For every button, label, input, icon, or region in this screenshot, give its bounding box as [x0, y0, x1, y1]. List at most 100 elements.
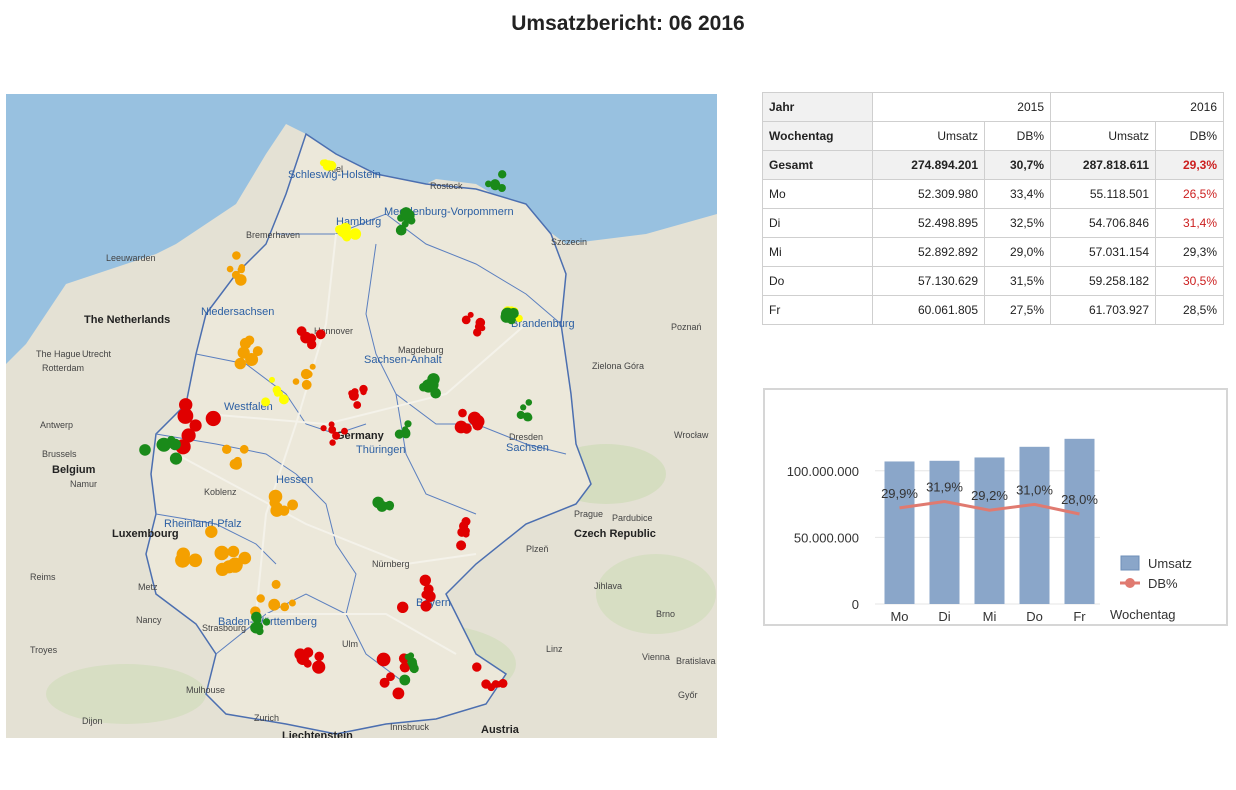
sales-dot[interactable] — [156, 438, 170, 451]
sales-dot[interactable] — [472, 662, 482, 672]
sales-dot[interactable] — [214, 545, 230, 561]
sales-dot[interactable] — [419, 574, 431, 586]
sales-dot[interactable] — [497, 184, 506, 192]
sales-dot[interactable] — [226, 265, 234, 273]
sales-dot[interactable] — [268, 598, 281, 611]
sales-dot[interactable] — [215, 562, 229, 576]
sales-dot[interactable] — [287, 499, 298, 511]
sales-dot[interactable] — [315, 329, 326, 340]
sales-dot[interactable] — [325, 160, 333, 168]
sales-dot[interactable] — [402, 426, 409, 433]
sales-dot[interactable] — [139, 444, 151, 456]
sales-dot[interactable] — [507, 315, 516, 325]
sales-dot[interactable] — [348, 390, 359, 401]
sales-dot[interactable] — [430, 387, 442, 399]
sales-dot[interactable] — [392, 687, 405, 700]
sales-dot[interactable] — [481, 679, 491, 689]
sales-dot[interactable] — [273, 389, 281, 397]
sales-dot[interactable] — [167, 435, 176, 445]
sales-dot[interactable] — [269, 376, 275, 383]
sales-dot[interactable] — [309, 363, 316, 370]
sales-dot[interactable] — [516, 410, 525, 420]
sales-dot[interactable] — [177, 408, 194, 424]
sales-dot[interactable] — [407, 652, 415, 659]
sales-dot[interactable] — [288, 599, 296, 607]
sales-dot[interactable] — [303, 370, 310, 378]
sales-dot[interactable] — [395, 224, 407, 236]
sales-dot[interactable] — [457, 527, 467, 537]
sales-dot[interactable] — [205, 410, 221, 427]
sales-dot[interactable] — [376, 500, 388, 512]
sales-dot[interactable] — [328, 426, 337, 434]
sales-dot[interactable] — [353, 401, 362, 409]
sales-dot[interactable] — [485, 180, 492, 188]
sales-dot[interactable] — [280, 602, 290, 612]
sales-dot[interactable] — [458, 408, 467, 418]
sales-dot[interactable] — [329, 439, 336, 446]
sales-dot[interactable] — [179, 398, 193, 412]
sales-dot[interactable] — [271, 579, 281, 589]
sales-dot[interactable] — [250, 621, 262, 634]
sales-dot[interactable] — [239, 337, 252, 350]
sales-dot[interactable] — [188, 553, 203, 568]
sales-dot[interactable] — [261, 397, 271, 407]
sales-dot[interactable] — [421, 590, 430, 599]
sales-dot[interactable] — [312, 660, 326, 674]
sales-dot[interactable] — [238, 551, 252, 565]
sales-dot[interactable] — [301, 379, 312, 390]
sales-dot[interactable] — [523, 412, 533, 422]
sales-dot[interactable] — [349, 228, 362, 240]
sales-dot[interactable] — [237, 265, 245, 274]
sales-dot[interactable] — [475, 317, 486, 328]
map-canvas[interactable] — [6, 94, 717, 738]
sales-dot[interactable] — [342, 232, 352, 242]
sales-dot[interactable] — [467, 311, 474, 318]
sales-dot[interactable] — [341, 427, 348, 435]
sales-dot[interactable] — [420, 600, 432, 612]
sales-dot[interactable] — [314, 651, 325, 662]
sales-dot[interactable] — [379, 677, 390, 688]
sales-dot[interactable] — [400, 207, 412, 219]
sales-dot[interactable] — [461, 315, 471, 325]
sales-dot[interactable] — [386, 672, 395, 682]
sales-dot[interactable] — [490, 179, 500, 189]
sales-dot[interactable] — [425, 379, 435, 389]
sales-dot[interactable] — [376, 652, 391, 667]
sales-dot[interactable] — [394, 429, 404, 439]
sales-dot[interactable] — [292, 378, 300, 385]
sales-dot[interactable] — [262, 618, 271, 626]
sales-dot[interactable] — [468, 411, 482, 425]
sales-dot[interactable] — [454, 420, 468, 434]
sales-dot[interactable] — [340, 222, 351, 234]
sales-dot[interactable] — [256, 594, 265, 603]
sales-dot[interactable] — [520, 404, 527, 411]
sales-dot[interactable] — [407, 657, 417, 667]
sales-dot[interactable] — [232, 251, 241, 260]
sales-map[interactable]: Schleswig-Holstein Mecklenburg-Vorpommer… — [6, 94, 717, 738]
sales-dots[interactable] — [6, 94, 717, 738]
sales-dot[interactable] — [498, 678, 508, 688]
sales-dot[interactable] — [359, 384, 368, 394]
sales-dot[interactable] — [268, 489, 283, 504]
sales-dot[interactable] — [175, 552, 191, 568]
sales-dot[interactable] — [181, 428, 196, 443]
sales-dot[interactable] — [397, 601, 409, 613]
sales-dot[interactable] — [278, 394, 289, 405]
sales-dot[interactable] — [245, 353, 259, 366]
sales-dot[interactable] — [169, 452, 183, 465]
sales-dot[interactable] — [456, 540, 467, 551]
sales-dot[interactable] — [386, 503, 394, 511]
sales-dot[interactable] — [205, 525, 218, 538]
sales-dot[interactable] — [404, 420, 412, 428]
sales-dot[interactable] — [239, 444, 249, 454]
sales-dot[interactable] — [332, 431, 341, 440]
sales-dot[interactable] — [229, 459, 240, 470]
sales-dot[interactable] — [252, 346, 263, 357]
sales-dot[interactable] — [498, 170, 507, 179]
sales-dot[interactable] — [222, 444, 232, 454]
sales-dot[interactable] — [234, 357, 246, 370]
sales-dot[interactable] — [525, 399, 533, 406]
sales-dot[interactable] — [328, 421, 335, 428]
sales-dot[interactable] — [294, 648, 307, 661]
sales-dot[interactable] — [231, 270, 241, 280]
